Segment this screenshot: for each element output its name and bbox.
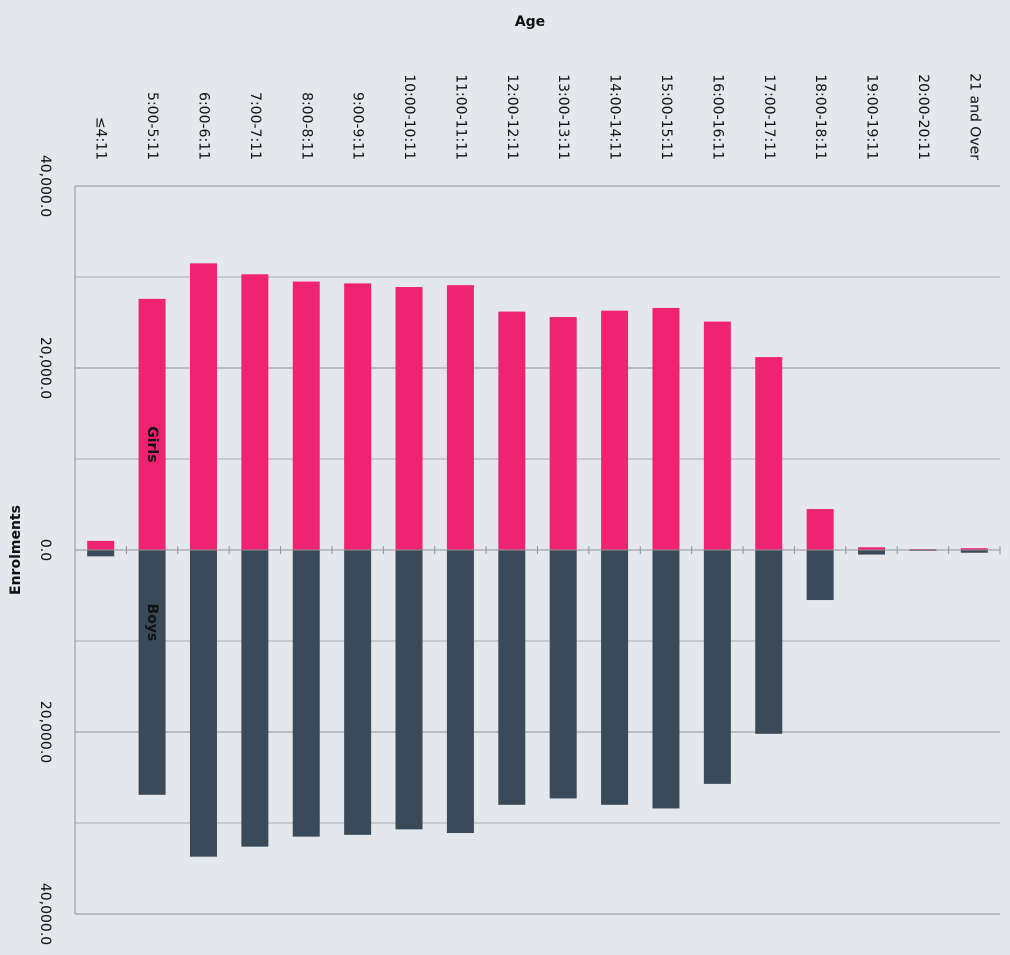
series-label: Boys (144, 604, 160, 642)
x-tick-label: 9:00-9:11 (350, 92, 366, 160)
bar (549, 550, 577, 799)
bar (446, 550, 474, 834)
x-tick-label: 16:00-16:11 (709, 74, 725, 160)
bar (858, 547, 886, 550)
bar (498, 311, 526, 550)
x-tick-label: 15:00-15:11 (658, 74, 674, 160)
bar (241, 550, 269, 847)
x-tick-label: 13:00-13:11 (555, 74, 571, 160)
x-tick-label: 6:00-6:11 (195, 92, 211, 160)
x-tick-label: 10:00-10:11 (401, 74, 417, 160)
y-tick-label: 20,000.0 (37, 701, 53, 763)
y-tick-label: 40,000.0 (37, 155, 53, 217)
bar (87, 550, 115, 557)
bar (292, 281, 320, 550)
bar (395, 287, 423, 550)
bar (960, 550, 988, 553)
x-tick-label: 11:00-11:11 (452, 74, 468, 160)
x-tick-label: 5:00-5:11 (144, 92, 160, 160)
y-tick-label: 0.0 (37, 539, 53, 561)
bar (189, 263, 217, 550)
bar (189, 550, 217, 857)
bar (858, 550, 886, 555)
bar (138, 298, 166, 550)
series-label: Girls (144, 426, 160, 462)
bar (960, 548, 988, 550)
x-tick-label: 8:00-8:11 (298, 92, 314, 160)
bar (652, 550, 680, 809)
bar (755, 357, 783, 550)
bar (241, 274, 269, 550)
bar (292, 550, 320, 837)
bar (446, 285, 474, 550)
x-tick-label: 21 and Over (966, 73, 982, 160)
x-tick-label: ≤4:11 (93, 117, 109, 160)
bar (498, 550, 526, 805)
x-tick-label: 20:00-20:11 (915, 74, 931, 160)
x-tick-label: 14:00-14:11 (607, 74, 623, 160)
bar (395, 550, 423, 830)
bar (755, 550, 783, 734)
bar (806, 509, 834, 550)
bar (601, 310, 629, 550)
bar (806, 550, 834, 601)
bar (601, 550, 629, 805)
y-tick-label: 20,000.0 (37, 337, 53, 399)
x-tick-label: 19:00-19:11 (864, 74, 880, 160)
bar (138, 550, 166, 795)
x-axis-title: Age (515, 14, 545, 30)
y-axis-title: Enrolments (8, 505, 24, 595)
bar (703, 321, 731, 550)
y-tick-label: 40,000.0 (37, 883, 53, 945)
bar (344, 283, 372, 550)
x-tick-label: 7:00-7:11 (247, 92, 263, 160)
x-tick-label: 17:00-17:11 (761, 74, 777, 160)
bar (549, 317, 577, 550)
x-tick-label: 12:00-12:11 (504, 74, 520, 160)
bar (344, 550, 372, 835)
bar (87, 540, 115, 550)
x-tick-label: 18:00-18:11 (812, 74, 828, 160)
bar (703, 550, 731, 784)
bar (652, 307, 680, 550)
